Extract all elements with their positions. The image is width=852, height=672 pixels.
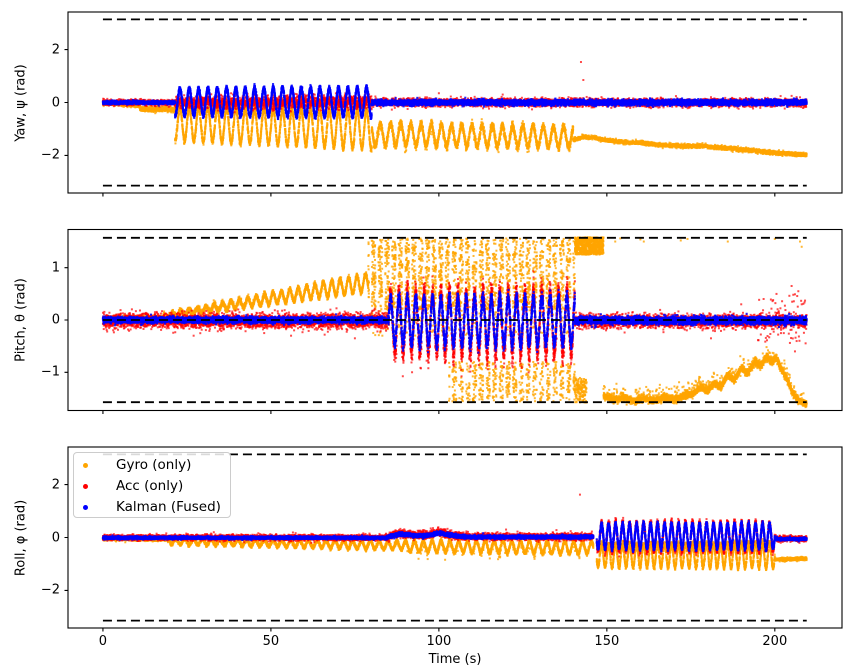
yaw-ytick-label: 0 (51, 95, 60, 110)
roll-ytick-label: 2 (51, 477, 60, 493)
yaw-ytick-label: 2 (51, 42, 60, 58)
legend: Gyro (only) Acc (only) Kalman (Fused) (73, 452, 231, 518)
time-xtick-label: 150 (594, 634, 620, 649)
kalman-marker-icon (83, 505, 88, 510)
legend-label: Gyro (only) (116, 457, 192, 473)
acc-marker-icon (83, 484, 88, 489)
gyro-marker-icon (83, 463, 88, 468)
time-xtick-label: 200 (762, 634, 788, 649)
legend-entry-kalman: Kalman (Fused) (83, 497, 230, 518)
legend-entry-gyro: Gyro (only) (83, 455, 230, 476)
time-xtick-label: 50 (262, 634, 280, 649)
time-xtick-label: 0 (98, 634, 108, 649)
roll-ytick-label: 0 (51, 530, 60, 545)
time-xtick-label: 100 (426, 634, 452, 649)
pitch-ytick-label: 1 (51, 260, 60, 276)
roll-ytick-label: −2 (40, 582, 60, 598)
pitch-ytick-label: −1 (40, 364, 60, 380)
legend-entry-acc: Acc (only) (83, 476, 230, 497)
time-axis-label: Time (s) (428, 652, 482, 667)
pitch-ytick-label: 0 (51, 312, 60, 328)
yaw-ytick-label: −2 (40, 147, 60, 163)
legend-label: Kalman (Fused) (116, 499, 221, 515)
legend-label: Acc (only) (116, 478, 184, 494)
